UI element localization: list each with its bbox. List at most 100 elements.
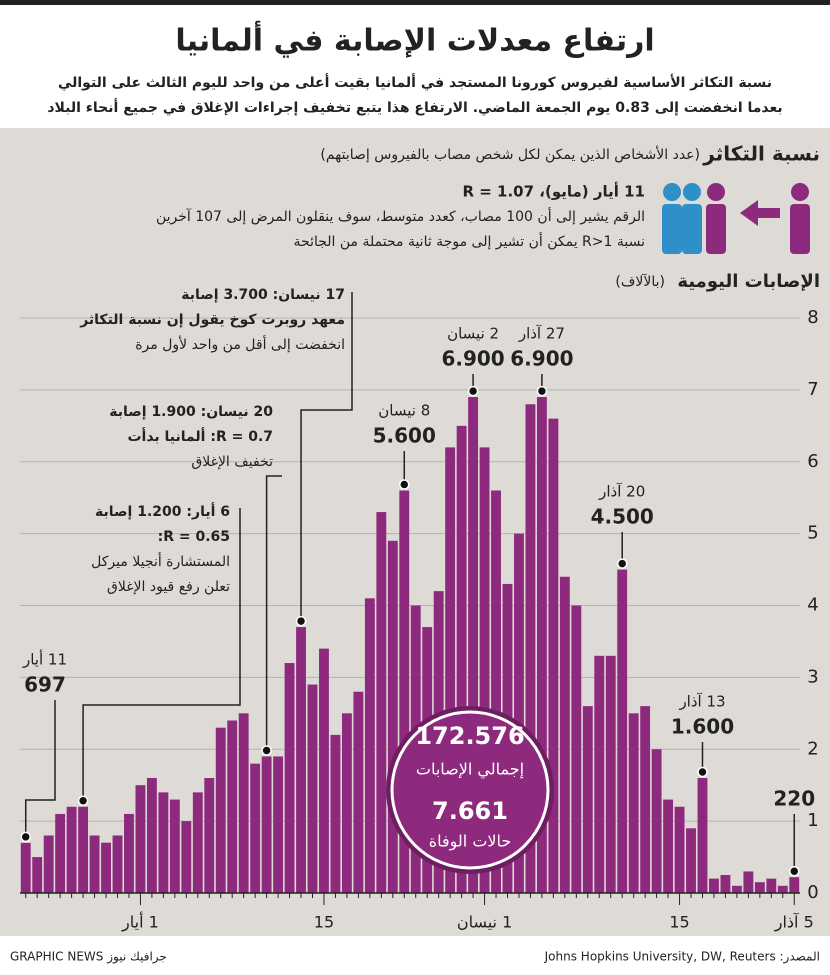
bar: [215, 727, 226, 893]
marker-dot: [295, 615, 307, 627]
bar: [651, 749, 662, 893]
totals-circle: [390, 710, 550, 870]
bar: [284, 663, 295, 893]
bar: [364, 598, 375, 893]
y-tick-label: 7: [807, 379, 818, 400]
bar: [731, 885, 742, 893]
bar: [296, 627, 306, 893]
note-line: 20 نيسان: 1.900 إصابة: [109, 404, 273, 420]
bar: [330, 734, 341, 893]
value-label: 1.600: [671, 715, 734, 739]
chart-unit: (بالآلاف): [615, 274, 665, 290]
subtitle: بعدما انخفضت إلى 0.83 يوم الجمعة الماضي.…: [47, 98, 782, 116]
r-note: (عدد الأشخاص الذين يمكن لكل شخص مصاب بال…: [320, 145, 700, 163]
x-tick-label: 5 آذار: [774, 913, 814, 933]
bar: [399, 490, 410, 893]
note-line: R = 0.7: ألمانيا بدأت: [127, 427, 273, 445]
bar: [101, 842, 111, 893]
bar: [112, 835, 123, 893]
brand: GRAPHIC NEWS جرافيك نيوز: [10, 950, 167, 965]
r-line: نسبة R>1 يمكن أن تشير إلى موجة ثانية محت…: [294, 232, 645, 250]
totals-text: إجمالي الإصابات: [416, 760, 524, 780]
bar: [319, 648, 329, 893]
bar: [571, 605, 582, 893]
bar: [192, 792, 203, 893]
bar: [78, 806, 89, 893]
x-tick-label: 15: [314, 913, 334, 932]
value-label: 6.900: [510, 347, 573, 371]
r-line: الرقم يشير إلى أن 100 مصاب، كعدد متوسط، …: [156, 207, 645, 225]
bar: [227, 720, 238, 893]
bar: [20, 842, 31, 893]
bar: [743, 871, 754, 893]
x-tick-label: 15: [669, 913, 689, 932]
bar: [89, 835, 100, 893]
bar: [525, 404, 536, 893]
y-tick-label: 1: [807, 810, 818, 831]
title: ارتفاع معدلات الإصابة في ألمانيا: [175, 21, 654, 59]
label-date: 27 آذار: [518, 325, 565, 343]
bar: [559, 576, 570, 893]
marker-dot: [399, 479, 410, 490]
bar: [261, 756, 272, 893]
totals-text: 172.576: [415, 722, 524, 750]
note-line: تخفيف الإغلاق: [191, 454, 273, 470]
bar: [169, 799, 180, 893]
bar: [754, 882, 765, 893]
bar: [582, 706, 593, 893]
note-line: انخفضت إلى أقل من واحد لأول مرة: [135, 335, 345, 353]
bar: [387, 540, 398, 893]
r-line: 11 أيار (مايو)، R = 1.07: [462, 182, 645, 201]
note-line: 6 أيار: 1.200 إصابة: [95, 502, 230, 520]
bar: [789, 877, 800, 893]
bar: [514, 533, 524, 893]
marker-dot: [467, 385, 479, 397]
bar: [445, 447, 456, 893]
marker-dot: [20, 831, 31, 843]
y-tick-label: 6: [807, 451, 818, 472]
bar: [273, 756, 284, 893]
totals-text: 7.661: [432, 797, 508, 825]
bar: [55, 813, 66, 893]
source: المصدر: Johns Hopkins University, DW, Re…: [544, 950, 820, 965]
bar: [250, 763, 261, 893]
bar: [674, 806, 685, 893]
bar: [491, 490, 501, 893]
connector: [82, 508, 241, 801]
bar: [181, 821, 192, 893]
r-title: نسبة التكاثر: [702, 142, 820, 166]
x-tick-label: 1 نيسان: [457, 913, 512, 932]
label-date: 2 نيسان: [447, 325, 499, 343]
marker-dot: [697, 766, 708, 778]
plot: 0 1 2 3 4 5 6 7 8 5 آذار 15 1 نيسان 15 1 أيار 220 1.600…: [20, 287, 819, 933]
bar: [605, 655, 616, 893]
bar: [456, 425, 467, 893]
bar: [307, 684, 318, 893]
bar: [43, 835, 54, 893]
bar: [238, 713, 249, 893]
bar: [468, 397, 479, 893]
bar: [640, 706, 651, 893]
bar: [628, 713, 639, 893]
note-line: تعلن رفع قيود الإغلاق: [107, 579, 230, 595]
subtitle: نسبة التكاثر الأساسية لفيروس كورونا المس…: [58, 73, 772, 91]
top-bar: [0, 0, 830, 5]
bar: [158, 792, 169, 893]
bar: [663, 799, 674, 893]
label-date: 13 آذار: [678, 693, 725, 711]
bar: [697, 778, 708, 893]
bar: [146, 778, 157, 893]
value-label: 4.500: [591, 505, 654, 529]
bar: [594, 655, 605, 893]
bar: [720, 875, 731, 893]
note-line: R = 0.65:: [158, 529, 230, 545]
bar: [66, 806, 77, 893]
label-date: 11 أيار: [22, 650, 67, 669]
chart-title: الإصابات اليومية: [677, 271, 820, 292]
value-label: 697: [24, 673, 66, 697]
marker-dot: [616, 558, 628, 569]
label-date: 8 نيسان: [378, 402, 430, 420]
y-tick-label: 3: [807, 666, 818, 687]
y-tick-label: 5: [807, 523, 818, 544]
